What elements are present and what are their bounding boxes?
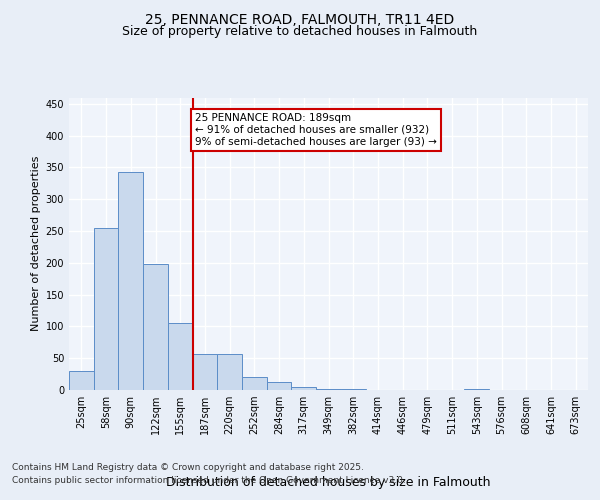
Bar (242, 378, 267, 390)
Text: Contains public sector information licensed under the Open Government Licence v3: Contains public sector information licen… (12, 476, 406, 485)
Y-axis label: Number of detached properties: Number of detached properties (31, 156, 41, 332)
Bar (168, 323, 193, 390)
Bar (94, 228, 118, 390)
Text: 25 PENNANCE ROAD: 189sqm
← 91% of detached houses are smaller (932)
9% of semi-d: 25 PENNANCE ROAD: 189sqm ← 91% of detach… (195, 114, 437, 146)
Bar (69, 371, 94, 390)
Text: Size of property relative to detached houses in Falmouth: Size of property relative to detached ho… (122, 25, 478, 38)
Text: 25, PENNANCE ROAD, FALMOUTH, TR11 4ED: 25, PENNANCE ROAD, FALMOUTH, TR11 4ED (145, 12, 455, 26)
Bar (316, 388, 341, 390)
X-axis label: Distribution of detached houses by size in Falmouth: Distribution of detached houses by size … (166, 476, 491, 489)
Bar (193, 354, 217, 390)
Bar (292, 387, 316, 390)
Bar (217, 354, 242, 390)
Bar (118, 172, 143, 390)
Bar (143, 264, 168, 390)
Bar (267, 382, 292, 390)
Text: Contains HM Land Registry data © Crown copyright and database right 2025.: Contains HM Land Registry data © Crown c… (12, 462, 364, 471)
